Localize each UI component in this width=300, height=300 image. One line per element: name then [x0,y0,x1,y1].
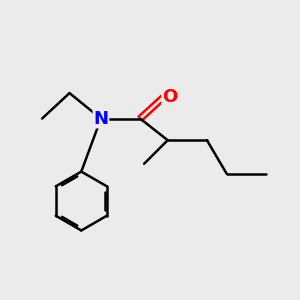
Text: O: O [162,88,177,106]
Text: N: N [93,110,108,128]
